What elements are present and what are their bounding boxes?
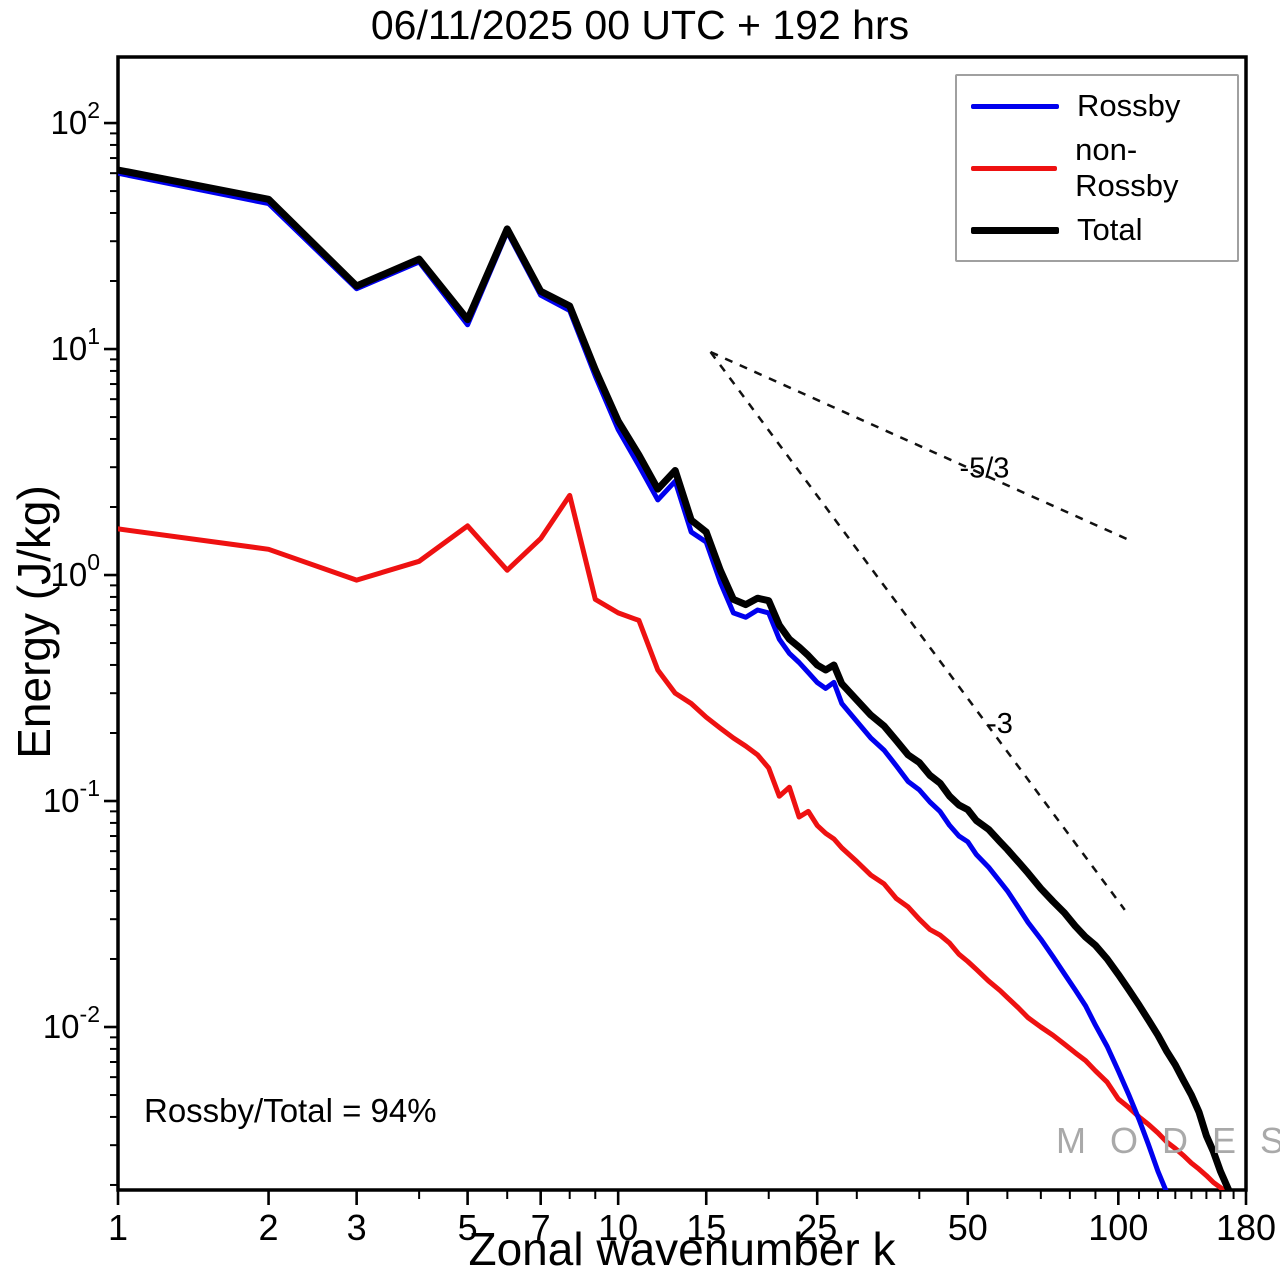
- x-axis-label: Zonal wavenumber k: [468, 1223, 896, 1275]
- y-tick-label: 10-2: [43, 1001, 100, 1045]
- legend-line-rossby: [971, 103, 1059, 109]
- slope-reference-line: [709, 351, 1126, 911]
- x-tick-label: 50: [948, 1207, 988, 1248]
- y-tick-label: 10-1: [43, 775, 100, 819]
- y-axis-label: Energy (J/kg): [8, 485, 60, 759]
- rossby-total-ratio-annotation: Rossby/Total = 94%: [144, 1092, 437, 1129]
- series-line-non-rossby: [118, 492, 1228, 1190]
- legend-line-total: [971, 226, 1059, 234]
- x-tick-label: 7: [531, 1207, 551, 1248]
- x-tick-label: 5: [458, 1207, 478, 1248]
- x-tick-label: 25: [797, 1207, 837, 1248]
- legend-item-rossby: Rossby: [957, 88, 1237, 124]
- slope-label: -3: [987, 708, 1013, 740]
- x-tick-label: 100: [1088, 1207, 1148, 1248]
- x-tick-label: 1: [108, 1207, 128, 1248]
- plot-frame: [116, 55, 1248, 1192]
- x-tick-label: 10: [598, 1207, 638, 1248]
- x-tick-label: 180: [1216, 1207, 1276, 1248]
- slope-reference-line: [710, 350, 1130, 542]
- legend-line-non-rossby: [971, 165, 1058, 171]
- y-tick-label: 101: [50, 323, 100, 367]
- chart-title: 06/11/2025 00 UTC + 192 hrs: [370, 2, 910, 48]
- modes-watermark: M O D E S©: [1056, 1120, 1280, 1162]
- series-line-rossby: [118, 170, 1169, 1190]
- legend-label-non-rossby: non-Rossby: [1075, 132, 1179, 203]
- x-tick-label: 15: [686, 1207, 726, 1248]
- legend-item-non-rossby: non-Rossby: [957, 132, 1237, 204]
- modes-watermark-text: M O D E S: [1056, 1120, 1280, 1161]
- x-tick-label: 2: [259, 1207, 279, 1248]
- slope-label: -5/3: [959, 453, 1009, 485]
- y-tick-label: 102: [50, 97, 100, 141]
- y-tick-label: 100: [50, 549, 100, 593]
- legend: Rossby non-Rossby Total: [955, 74, 1239, 262]
- legend-label-total: Total: [1077, 212, 1143, 247]
- x-tick-label: 3: [347, 1207, 367, 1248]
- series-line-total: [118, 166, 1233, 1190]
- legend-label-rossby: Rossby: [1077, 88, 1181, 123]
- legend-item-total: Total: [957, 212, 1237, 248]
